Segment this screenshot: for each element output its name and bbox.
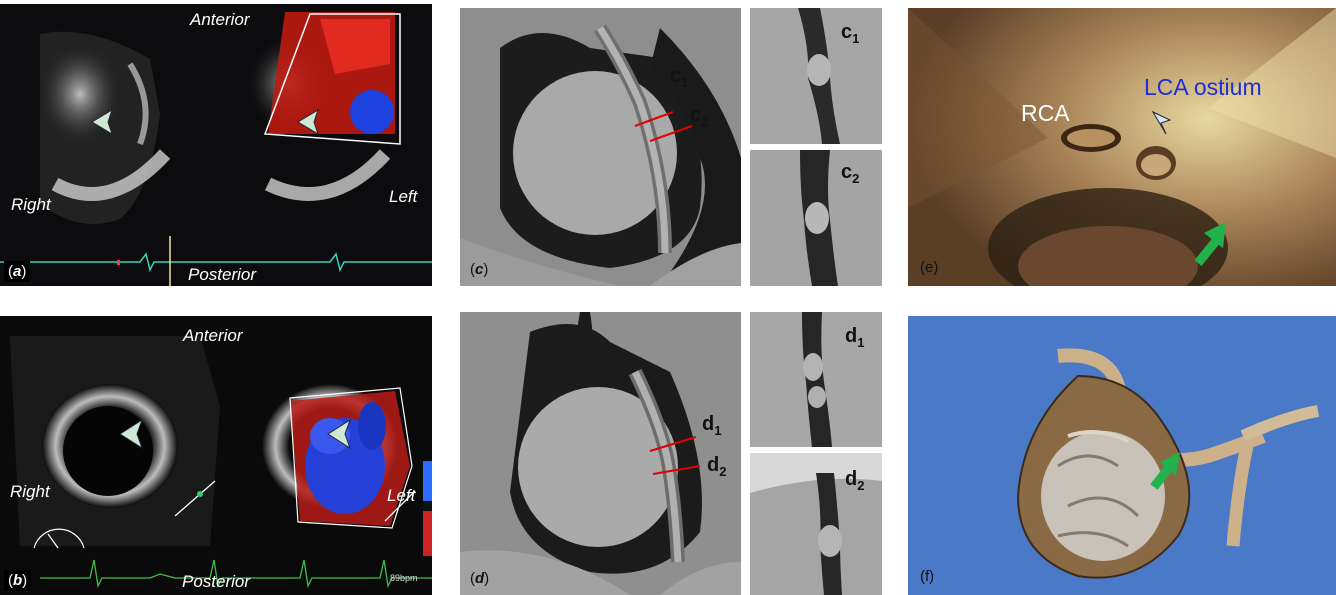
panel-d-label: (d) bbox=[470, 570, 490, 587]
arrowhead-marker-icon bbox=[1151, 110, 1172, 135]
cross-section-c1-image bbox=[750, 8, 882, 144]
anterior-label: Anterior bbox=[190, 10, 250, 29]
right-label: Right bbox=[11, 195, 51, 214]
panel-a-echo-image bbox=[0, 12, 432, 286]
panel-d-ct-image bbox=[460, 312, 741, 595]
cross-section-c1: c1 bbox=[750, 8, 882, 144]
anterior-label: Anterior bbox=[183, 326, 243, 345]
left-label: Left bbox=[387, 486, 416, 505]
panel-b-label: (b) bbox=[4, 570, 32, 591]
right-label: Right bbox=[10, 482, 50, 501]
cut-label-d1: d1 bbox=[702, 413, 722, 438]
panel-a-label: (a) bbox=[4, 261, 31, 282]
cross-section-d1: d1 bbox=[750, 312, 882, 447]
cut-label-c2: c2 bbox=[841, 161, 860, 186]
panel-d-ct: d1 d2 (d) bbox=[460, 312, 741, 595]
cross-section-d2: d2 bbox=[750, 453, 882, 595]
panel-f-3d-render: (f) bbox=[908, 316, 1336, 595]
cross-section-d2-image bbox=[750, 453, 882, 595]
panel-c-label: (c) bbox=[470, 261, 489, 278]
panel-e-virtual-endoscopy: RCA LCA ostium (e) bbox=[908, 8, 1336, 286]
heart-rate-readout: 89bpm bbox=[390, 573, 418, 583]
cross-section-c2-image bbox=[750, 150, 882, 286]
panel-c-ct: c1 c2 (c) bbox=[460, 8, 741, 286]
cut-label-c2: c2 bbox=[690, 104, 709, 129]
cut-label-d1: d1 bbox=[845, 325, 865, 350]
cross-section-c2: c2 bbox=[750, 150, 882, 286]
panel-b-echo: Anterior Right Left Posterior 89bpm (b) bbox=[0, 316, 432, 595]
posterior-label: Posterior bbox=[182, 572, 251, 591]
arrowhead-marker-icon bbox=[327, 418, 351, 450]
posterior-label: Posterior bbox=[188, 265, 257, 284]
cut-label-c1: c1 bbox=[841, 21, 860, 46]
cut-label-d2: d2 bbox=[707, 454, 727, 479]
cut-label-c1: c1 bbox=[670, 65, 689, 90]
green-arrow-icon bbox=[1194, 222, 1226, 266]
lca-ostium-label: LCA ostium bbox=[1144, 74, 1262, 100]
cut-label-d2: d2 bbox=[845, 468, 865, 493]
arrowhead-marker-icon bbox=[119, 418, 143, 450]
panel-e-image bbox=[908, 8, 1336, 286]
left-label: Left bbox=[389, 187, 418, 206]
arrowhead-marker-icon bbox=[91, 108, 113, 136]
green-arrow-icon bbox=[1150, 452, 1180, 490]
panel-f-label: (f) bbox=[920, 568, 935, 585]
panel-e-label: (e) bbox=[920, 259, 939, 276]
rca-label: RCA bbox=[1021, 100, 1070, 126]
panel-a-echo: Anterior Right Left Posterior (a) bbox=[0, 4, 432, 286]
cross-section-d1-image bbox=[750, 312, 882, 447]
arrowhead-marker-icon bbox=[297, 108, 319, 136]
panel-b-echo-image bbox=[10, 336, 432, 589]
panel-f-image bbox=[908, 316, 1336, 595]
panel-c-ct-image bbox=[460, 8, 741, 286]
